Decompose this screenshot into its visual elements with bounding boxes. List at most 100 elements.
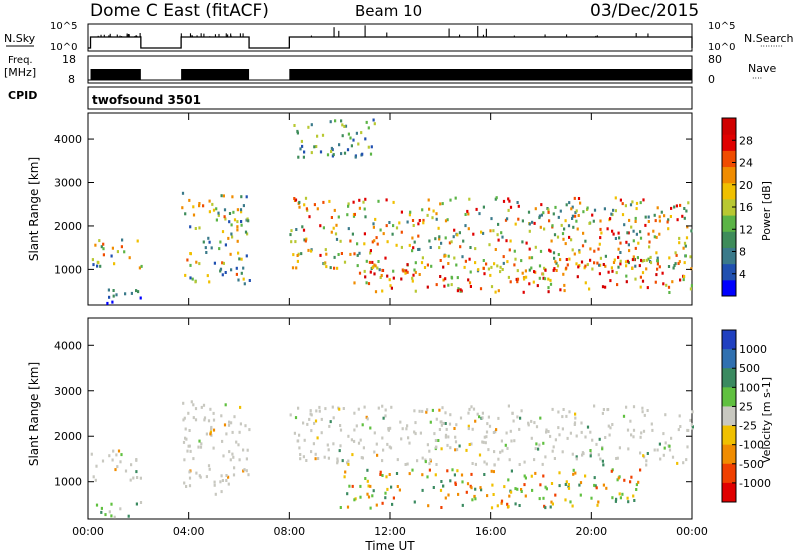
heat-cell (568, 201, 571, 205)
heat-cell (635, 483, 638, 487)
heat-cell (632, 428, 636, 432)
heat-cell (524, 476, 527, 480)
heat-cell (102, 253, 105, 257)
heat-cell (623, 223, 626, 227)
heat-cell (222, 454, 225, 458)
heat-cell (668, 448, 672, 452)
heat-cell (381, 474, 384, 477)
heat-cell (684, 254, 687, 258)
heat-cell (214, 492, 217, 496)
heat-cell (184, 273, 187, 277)
heat-cell (417, 248, 420, 251)
nsky-tick-bot-right: 10^0 (708, 42, 735, 53)
heat-cell (340, 152, 343, 156)
heat-cell (518, 504, 521, 507)
heat-cell (324, 248, 327, 252)
heat-cell (530, 419, 533, 423)
heat-cell (198, 439, 201, 443)
heat-cell (371, 240, 374, 244)
heat-cell (544, 268, 547, 272)
heat-cell (623, 478, 626, 482)
heat-cell (625, 280, 628, 284)
heat-cell (669, 215, 672, 218)
heat-cell (487, 267, 490, 271)
heat-cell (220, 194, 223, 198)
heat-cell (632, 239, 635, 243)
heat-cell (616, 283, 619, 287)
heat-cell (247, 219, 250, 223)
heat-cell (514, 487, 517, 491)
heat-cell (507, 208, 510, 212)
heat-cell (434, 473, 437, 477)
heat-cell (508, 458, 511, 462)
heat-cell (333, 266, 336, 270)
heat-cell (630, 225, 633, 229)
heat-cell (534, 207, 537, 211)
colorbar-swatch (722, 387, 736, 407)
heat-cell (648, 245, 651, 249)
heat-cell (187, 411, 190, 415)
heat-cell (492, 229, 495, 233)
heat-cell (375, 236, 378, 240)
colorbar-swatch (722, 150, 736, 168)
heat-cell (438, 237, 441, 241)
heat-cell (396, 458, 399, 462)
heat-cell (682, 246, 685, 250)
heat-cell (493, 450, 496, 454)
heat-cell (442, 484, 445, 488)
heat-cell (632, 405, 636, 409)
colorbar-frame (721, 329, 737, 503)
heat-cell (335, 223, 338, 227)
heat-cell (382, 416, 385, 420)
heat-cell (230, 223, 233, 227)
heat-cell (221, 273, 224, 277)
heat-cell (372, 118, 375, 122)
heat-cell (478, 453, 482, 457)
heat-cell (378, 268, 381, 272)
heat-cell (411, 279, 414, 283)
heat-cell (596, 503, 599, 507)
heat-cell (347, 132, 350, 136)
heat-cell (229, 458, 232, 462)
heat-cell (339, 444, 342, 448)
heat-cell (531, 488, 534, 492)
heat-cell (385, 224, 388, 228)
heat-cell (110, 502, 113, 506)
time-tick-label: 04:00 (173, 525, 205, 538)
heat-cell (480, 488, 483, 492)
heat-cell (642, 429, 646, 433)
heat-cell (398, 221, 401, 225)
heat-cell (635, 488, 638, 491)
heat-cell (231, 235, 234, 239)
heat-cell (464, 213, 467, 216)
heat-cell (558, 433, 561, 437)
heat-cell (528, 268, 531, 272)
heat-cell (411, 249, 414, 253)
colorbar-label: 12 (739, 223, 753, 236)
heat-cell (108, 295, 111, 299)
heat-cell (390, 485, 393, 489)
heat-cell (468, 407, 471, 411)
heat-cell (385, 198, 388, 202)
heat-cell (290, 229, 293, 233)
heat-cell (667, 227, 670, 231)
heat-cell (500, 499, 504, 503)
heat-cell (586, 425, 590, 429)
heat-cell (240, 210, 243, 214)
heat-cell (651, 428, 654, 432)
heat-cell (489, 229, 492, 233)
heat-cell (379, 228, 382, 232)
heat-cell (363, 405, 366, 409)
colorbar-swatch (722, 182, 736, 200)
heat-cell (244, 424, 247, 428)
heat-cell (217, 213, 220, 217)
power-cells (91, 118, 693, 305)
heat-cell (523, 474, 526, 478)
heat-cell (304, 239, 307, 243)
heat-cell (189, 225, 192, 229)
heat-cell (516, 415, 519, 419)
heat-cell (433, 432, 436, 436)
heat-cell (421, 488, 424, 492)
heat-cell (110, 254, 113, 258)
heat-cell (440, 480, 443, 483)
